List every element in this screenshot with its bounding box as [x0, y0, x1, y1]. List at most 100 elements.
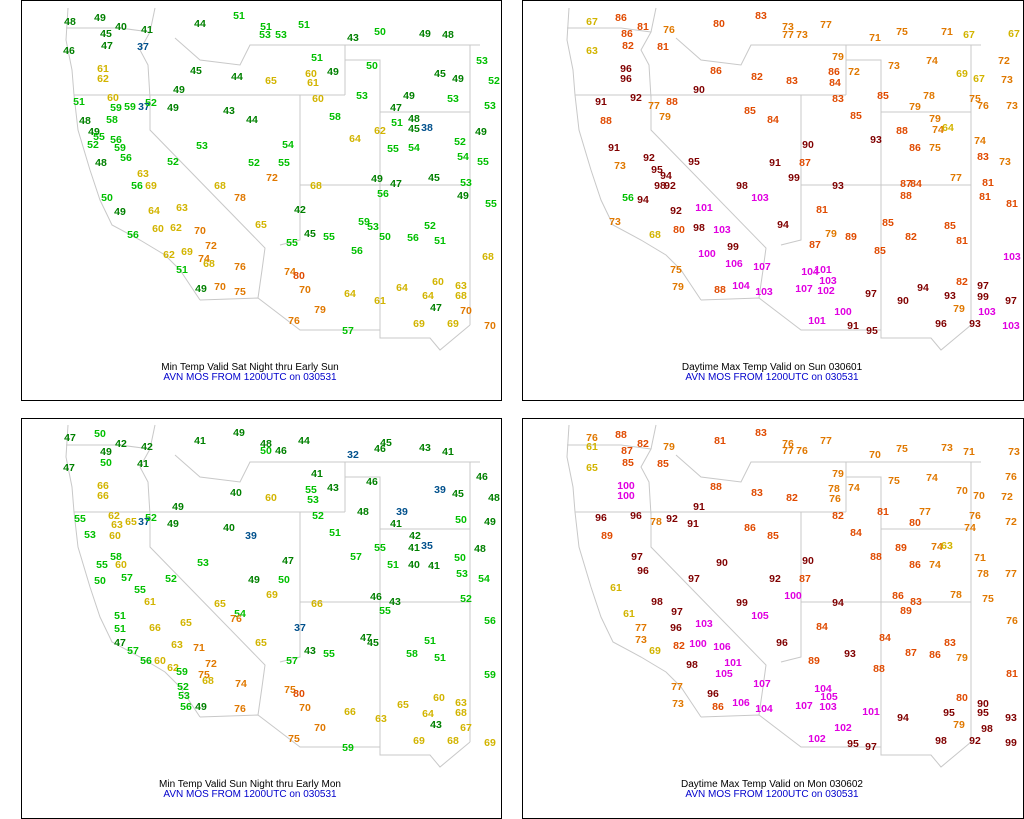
station-temp: 76: [663, 24, 675, 36]
station-temp: 101: [808, 315, 826, 327]
station-temp: 73: [1008, 446, 1020, 458]
station-temp: 105: [715, 668, 733, 680]
station-temp: 103: [819, 701, 837, 713]
station-temp: 62: [97, 73, 109, 85]
station-temp: 59: [484, 669, 496, 681]
station-temp: 79: [825, 228, 837, 240]
station-temp: 57: [342, 325, 354, 337]
station-temp: 93: [1005, 712, 1017, 724]
station-temp: 87: [905, 647, 917, 659]
station-temp: 107: [795, 700, 813, 712]
station-temp: 75: [284, 684, 296, 696]
station-temp: 66: [97, 490, 109, 502]
station-temp: 73: [999, 156, 1011, 168]
station-temp: 88: [870, 551, 882, 563]
station-temp: 54: [457, 151, 469, 163]
station-temp: 51: [176, 264, 188, 276]
station-temp: 68: [649, 229, 661, 241]
station-temp: 64: [344, 288, 356, 300]
station-temp: 89: [900, 605, 912, 617]
station-temp: 74: [284, 266, 296, 278]
station-temp: 52: [454, 136, 466, 148]
station-temp: 82: [905, 231, 917, 243]
station-temp: 49: [167, 518, 179, 530]
station-temp: 39: [434, 484, 446, 496]
station-temp: 78: [977, 568, 989, 580]
station-temp: 94: [777, 219, 789, 231]
station-temp: 74: [964, 522, 976, 534]
station-temp: 55: [93, 131, 105, 143]
station-temp: 86: [892, 590, 904, 602]
station-temp: 59: [176, 666, 188, 678]
station-temp: 76: [969, 510, 981, 522]
station-temp: 78: [828, 483, 840, 495]
station-temp: 87: [799, 157, 811, 169]
station-temp: 105: [820, 691, 838, 703]
station-temp: 94: [832, 597, 844, 609]
station-temp: 76: [1006, 615, 1018, 627]
station-temp: 41: [137, 458, 149, 470]
station-temp: 83: [786, 75, 798, 87]
station-temp: 62: [108, 510, 120, 522]
station-temp: 103: [755, 286, 773, 298]
station-temp: 59: [114, 142, 126, 154]
station-temp: 95: [651, 164, 663, 176]
station-temp: 54: [234, 608, 246, 620]
station-temp: 70: [214, 281, 226, 293]
station-temp: 56: [127, 229, 139, 241]
station-temp: 76: [288, 315, 300, 327]
station-temp: 78: [650, 516, 662, 528]
station-temp: 43: [347, 32, 359, 44]
station-temp: 63: [137, 168, 149, 180]
station-temp: 47: [430, 302, 442, 314]
station-temp: 41: [442, 446, 454, 458]
station-temp: 56: [622, 192, 634, 204]
station-temp: 56: [140, 655, 152, 667]
station-temp: 92: [666, 513, 678, 525]
station-temp: 96: [707, 688, 719, 700]
station-temp: 69: [447, 318, 459, 330]
station-temp: 57: [350, 551, 362, 563]
station-temp: 104: [814, 683, 832, 695]
station-temp: 65: [180, 617, 192, 629]
station-temp: 83: [977, 151, 989, 163]
station-temp: 45: [380, 437, 392, 449]
station-temp: 79: [672, 281, 684, 293]
station-temp: 37: [294, 622, 306, 634]
station-temp: 72: [266, 172, 278, 184]
station-temp: 68: [214, 180, 226, 192]
station-temp: 65: [255, 637, 267, 649]
station-temp: 53: [178, 690, 190, 702]
station-temp: 79: [953, 303, 965, 315]
station-temp: 91: [769, 157, 781, 169]
station-temp: 62: [374, 125, 386, 137]
station-temp: 93: [870, 134, 882, 146]
station-temp: 46: [63, 45, 75, 57]
station-temp: 97: [977, 280, 989, 292]
station-temp: 47: [360, 632, 372, 644]
station-temp: 75: [929, 142, 941, 154]
station-temp: 76: [586, 432, 598, 444]
station-temp: 51: [387, 559, 399, 571]
station-temp: 91: [608, 142, 620, 154]
station-temp: 58: [106, 114, 118, 126]
station-temp: 48: [357, 506, 369, 518]
station-temp: 81: [877, 506, 889, 518]
station-temp: 49: [452, 73, 464, 85]
station-temp: 63: [941, 540, 953, 552]
station-temp: 55: [379, 605, 391, 617]
station-temp: 83: [944, 637, 956, 649]
station-temp: 90: [693, 84, 705, 96]
station-temp: 98: [981, 723, 993, 735]
station-temp: 74: [931, 541, 943, 553]
station-temp: 105: [751, 610, 769, 622]
station-temp: 85: [882, 217, 894, 229]
station-temp: 94: [897, 712, 909, 724]
station-temp: 69: [413, 318, 425, 330]
station-temp: 45: [434, 68, 446, 80]
station-temp: 45: [408, 123, 420, 135]
station-temp: 99: [788, 172, 800, 184]
station-temp: 60: [152, 223, 164, 235]
station-temp: 101: [724, 657, 742, 669]
station-temp: 68: [455, 707, 467, 719]
